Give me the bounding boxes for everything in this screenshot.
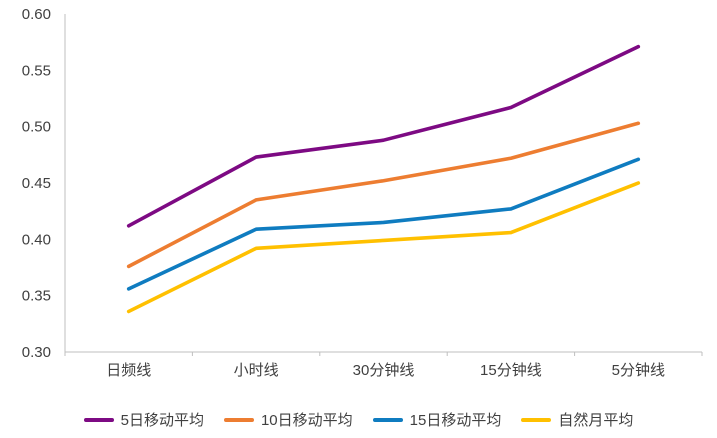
series-line-5日移动平均 [126,44,641,228]
series-line-15日移动平均 [126,157,641,291]
series-line-10日移动平均 [126,121,641,269]
legend-label: 5日移动平均 [120,412,204,429]
chart-plot-area: 0.30 0.35 0.40 0.45 0.50 0.55 0.60 日频线 小时线 30分钟线 1… [22,6,703,379]
y-tick-label: 0.30 [22,344,51,361]
legend-item: 自然月平均 [521,409,633,430]
y-tick-label: 0.45 [22,175,51,192]
y-tick-label: 0.35 [22,288,51,305]
legend-item: 15日移动平均 [372,409,502,430]
legend-label: 自然月平均 [558,412,634,429]
legend-line-swatch [223,417,254,422]
x-category-label: 15分钟线 [480,362,542,379]
series-line-自然月平均 [126,181,641,314]
y-tick-label: 0.50 [22,119,51,136]
legend-item: 5日移动平均 [83,409,204,430]
x-category-label: 小时线 [234,362,279,379]
y-tick-label: 0.60 [22,6,51,23]
legend-line-swatch [521,417,552,422]
y-tick-label: 0.55 [22,62,51,79]
legend-label: 10日移动平均 [260,412,353,429]
x-category-label: 30分钟线 [353,362,415,379]
legend-line-swatch [83,417,114,422]
legend-item: 10日移动平均 [223,409,353,430]
chart-legend: 5日移动平均 10日移动平均 15日移动平均 自然月平均 [0,409,717,430]
legend-label: 15日移动平均 [409,412,502,429]
x-category-label: 日频线 [106,362,151,379]
legend-line-swatch [372,417,403,422]
y-tick-label: 0.40 [22,231,51,248]
x-category-label: 5分钟线 [612,362,665,379]
